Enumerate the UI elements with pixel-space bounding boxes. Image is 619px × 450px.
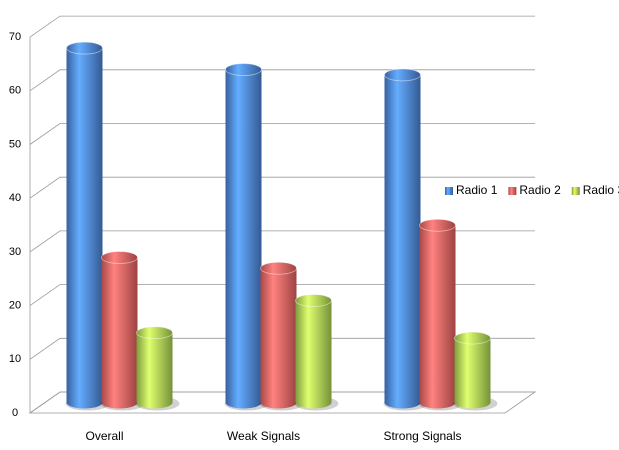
bar — [294, 294, 339, 411]
grid-line — [29, 176, 535, 199]
bar — [418, 218, 463, 411]
grid-line — [29, 123, 535, 145]
y-tick-label: 70 — [9, 31, 21, 43]
y-tick-label: 0 — [12, 407, 18, 419]
grid-line — [29, 337, 535, 360]
bar — [65, 41, 110, 411]
legend-label: Radio 2 — [519, 183, 561, 197]
x-tick-label: Overall — [85, 429, 123, 443]
bar — [259, 261, 304, 411]
y-tick-label: 10 — [9, 353, 21, 365]
y-tick-label: 60 — [9, 85, 21, 97]
bar — [135, 326, 180, 411]
legend-swatch — [445, 187, 453, 195]
y-tick-label: 50 — [9, 138, 21, 150]
grid-line — [29, 391, 535, 414]
x-tick-label: Weak Signals — [227, 429, 300, 443]
legend-swatch — [571, 187, 580, 195]
grid-line — [29, 230, 535, 253]
x-tick-label: Strong Signals — [383, 429, 461, 443]
y-tick-label: 30 — [9, 246, 21, 258]
bar — [383, 68, 428, 411]
legend-swatch — [508, 187, 517, 195]
grid-line — [29, 15, 535, 38]
legend-label: Radio 3 — [583, 183, 619, 197]
y-tick-label: 40 — [9, 192, 21, 204]
bar — [224, 63, 269, 411]
bar — [453, 331, 498, 411]
bar — [100, 251, 145, 411]
y-tick-label: 20 — [9, 300, 21, 312]
legend-label: Radio 1 — [456, 183, 498, 197]
grid-line — [29, 69, 535, 92]
grid-line — [29, 284, 535, 306]
